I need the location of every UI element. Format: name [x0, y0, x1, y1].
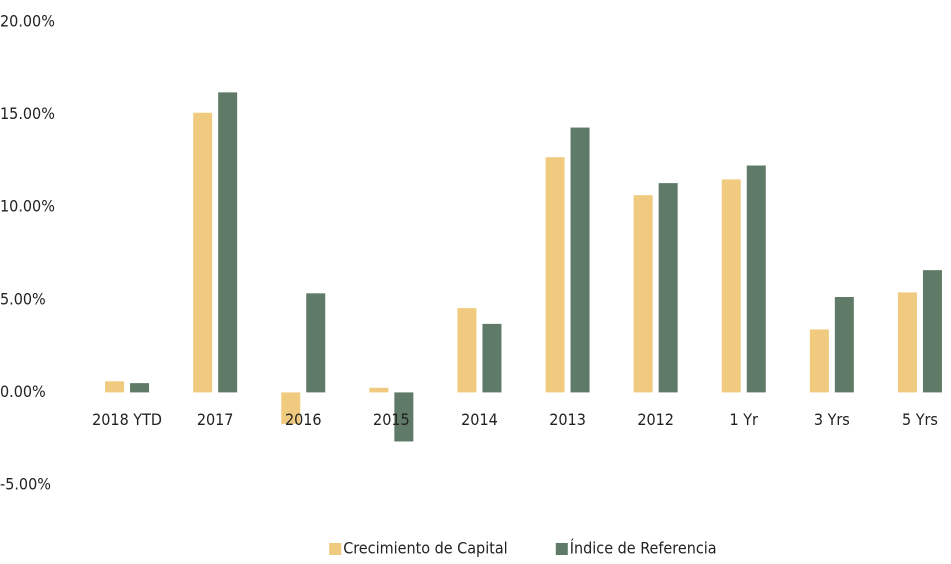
bar — [482, 323, 502, 393]
x-tick-label: 2017 — [197, 410, 234, 429]
bar — [306, 293, 326, 393]
bar — [809, 329, 829, 393]
x-tick-label: 2015 — [373, 410, 410, 429]
y-tick-label: 15.00% — [0, 104, 55, 123]
x-tick-label: 3 Yrs — [814, 410, 850, 429]
legend-swatch — [555, 543, 568, 555]
bar — [922, 270, 942, 393]
y-tick-label: 10.00% — [0, 197, 55, 216]
bar — [721, 179, 741, 393]
bar — [281, 392, 301, 424]
bar — [457, 308, 477, 393]
x-tick-label: 2014 — [461, 410, 498, 429]
y-tick-label: -5.00% — [0, 475, 51, 494]
bar — [658, 183, 678, 393]
y-tick-label: 5.00% — [0, 289, 46, 308]
legend-label: Crecimiento de Capital — [343, 539, 507, 558]
x-tick-label: 2013 — [549, 410, 586, 429]
bar — [897, 292, 917, 393]
bar — [633, 195, 653, 393]
x-tick-label: 2018 YTD — [92, 410, 162, 429]
x-tick-label: 2016 — [285, 410, 322, 429]
bar — [834, 297, 854, 393]
bar — [394, 392, 414, 442]
bar — [570, 127, 590, 393]
bar — [193, 112, 213, 393]
bar — [218, 92, 238, 393]
legend-label: Índice de Referencia — [570, 539, 717, 558]
legend-swatch — [329, 543, 342, 555]
y-tick-label: 20.00% — [0, 12, 55, 31]
x-tick-label: 1 Yr — [730, 410, 759, 429]
bar — [369, 387, 389, 393]
x-tick-label: 5 Yrs — [902, 410, 938, 429]
bar — [545, 157, 565, 393]
bar — [105, 381, 125, 393]
x-tick-label: 2012 — [637, 410, 674, 429]
bar — [130, 383, 150, 393]
bar — [746, 165, 766, 393]
y-tick-label: 0.00% — [0, 382, 46, 401]
